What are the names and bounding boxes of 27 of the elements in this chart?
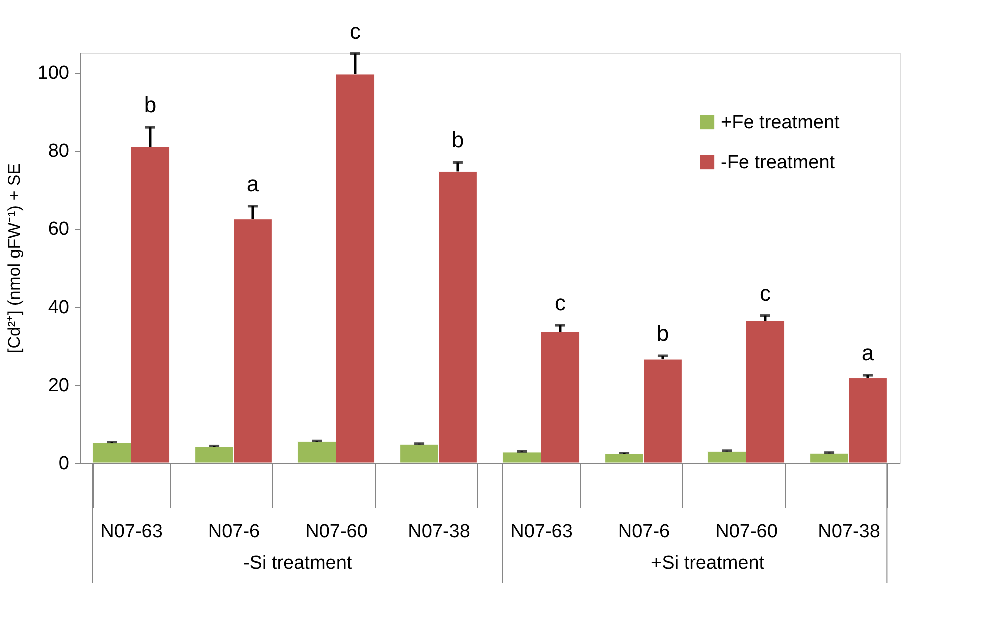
data-label: a bbox=[246, 171, 260, 196]
y-tick-label: 100 bbox=[38, 63, 70, 84]
x-tick-label: N07-38 bbox=[818, 522, 880, 542]
x-tick-label: N07-63 bbox=[100, 522, 163, 542]
x-tick-label: N07-60 bbox=[716, 522, 778, 542]
y-tick-label: 60 bbox=[48, 219, 70, 240]
data-label: a bbox=[862, 340, 875, 366]
data-label: c bbox=[350, 18, 361, 44]
data-label: c bbox=[554, 290, 566, 316]
data-label: c bbox=[760, 280, 771, 306]
y-tick-label: 80 bbox=[48, 141, 70, 162]
x-tick-label: N07-6 bbox=[618, 522, 670, 542]
y-tick-label: 0 bbox=[58, 454, 70, 474]
y-axis-title: [Cd²⁺] (nmol gFW⁻¹) + SE bbox=[4, 163, 24, 354]
x-tick-label: N07-60 bbox=[306, 522, 368, 542]
y-tick-label: 40 bbox=[48, 297, 70, 318]
data-label: b bbox=[452, 128, 464, 153]
y-tick-label: 20 bbox=[48, 375, 70, 396]
x-tick-label: N07-38 bbox=[408, 522, 470, 542]
text: +Si treatment bbox=[651, 553, 766, 574]
x-tick-label: N07-63 bbox=[510, 522, 573, 542]
data-label: b bbox=[144, 92, 157, 118]
legend-label: -Fe treatment bbox=[721, 152, 836, 174]
data-label: b bbox=[656, 321, 670, 346]
legend-label: +Fe treatment bbox=[721, 112, 841, 134]
x-tick-label: N07-6 bbox=[208, 522, 260, 542]
text: -Si treatment bbox=[243, 553, 353, 574]
